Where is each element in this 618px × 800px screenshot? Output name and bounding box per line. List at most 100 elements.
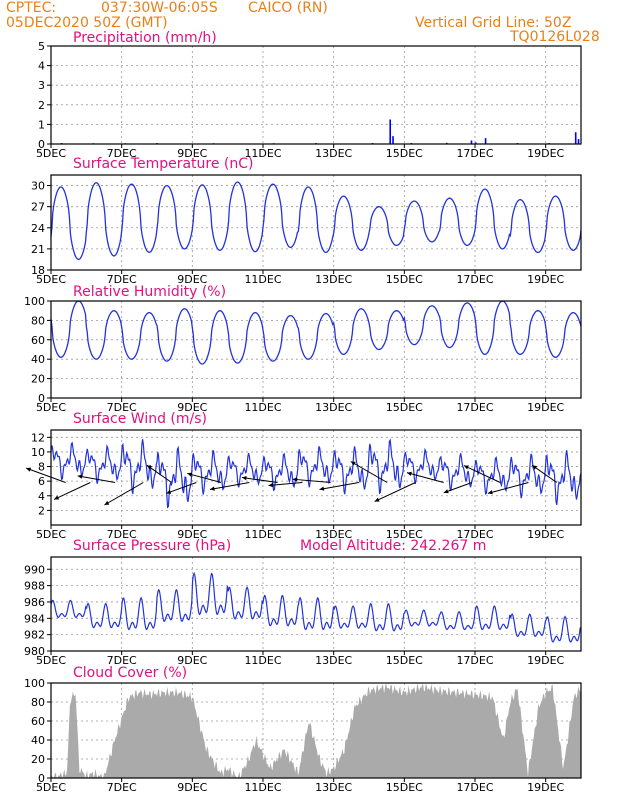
humidity-xtick-label: 17DEC xyxy=(456,401,493,414)
cloud-frame xyxy=(50,682,582,779)
wind-vector xyxy=(187,472,222,483)
wind-vector-head xyxy=(350,461,356,466)
wind-ytick-label: 6 xyxy=(38,475,45,488)
pressure-xtick-label: 13DEC xyxy=(315,654,352,667)
humidity-ytick-label: 60 xyxy=(31,334,45,347)
wind-vector-head xyxy=(487,490,493,495)
wind-vector-head xyxy=(319,486,325,491)
precipitation-ytick-label: 2 xyxy=(38,99,45,112)
wind-series-line xyxy=(50,438,582,509)
header-source: CPTEC: xyxy=(6,0,57,16)
precipitation-xtick-label: 17DEC xyxy=(456,147,493,160)
pressure-ytick-label: 982 xyxy=(24,629,45,642)
wind-vector xyxy=(25,467,66,483)
temperature-xtick-label: 5DEC xyxy=(36,273,66,286)
wind-vector xyxy=(463,465,501,483)
precipitation-bar xyxy=(392,136,394,144)
pressure-annotation: Model Altitude: 242.267 m xyxy=(300,538,486,554)
temperature-ytick-label: 27 xyxy=(31,201,45,214)
cloud-xtick-label: 5DEC xyxy=(36,781,66,794)
humidity-xtick-label: 13DEC xyxy=(315,401,352,414)
cloud-panel xyxy=(47,682,582,782)
humidity-xtick-label: 11DEC xyxy=(244,401,281,414)
pressure-xtick-label: 9DEC xyxy=(177,654,207,667)
precipitation-ytick-label: 3 xyxy=(38,79,45,92)
cloud-xtick-label: 15DEC xyxy=(386,781,423,794)
wind-vector xyxy=(209,482,250,490)
pressure-ytick-label: 986 xyxy=(24,596,45,609)
wind-vector xyxy=(146,464,172,483)
wind-xtick-label: 13DEC xyxy=(315,528,352,541)
humidity-xtick-label: 7DEC xyxy=(107,401,137,414)
pressure-ytick-label: 988 xyxy=(24,580,45,593)
temperature-series-line xyxy=(50,181,582,261)
humidity-ytick-label: 40 xyxy=(31,353,45,366)
humidity-xtick-label: 5DEC xyxy=(36,401,66,414)
cloud-ytick-label: 20 xyxy=(31,753,45,766)
pressure-xtick-label: 5DEC xyxy=(36,654,66,667)
wind-vector xyxy=(406,472,444,483)
precipitation-panel xyxy=(47,45,582,148)
precipitation-xtick-label: 5DEC xyxy=(36,147,66,160)
humidity-xtick-label: 9DEC xyxy=(177,401,207,414)
pressure-xtick-label: 7DEC xyxy=(107,654,137,667)
pressure-ytick-label: 990 xyxy=(24,563,45,576)
cloud-title: Cloud Cover (%) xyxy=(73,665,187,681)
temperature-xtick-label: 17DEC xyxy=(456,273,493,286)
pressure-xtick-label: 11DEC xyxy=(244,654,281,667)
pressure-frame xyxy=(50,556,582,652)
wind-vector xyxy=(374,482,416,502)
temperature-xtick-label: 13DEC xyxy=(315,273,352,286)
header-coords: 037:30W-06:05S xyxy=(101,0,218,16)
wind-vector-head xyxy=(77,474,83,479)
wind-ytick-label: 2 xyxy=(38,504,45,517)
wind-xtick-label: 9DEC xyxy=(177,528,207,541)
wind-title: Surface Wind (m/s) xyxy=(73,411,207,427)
cloud-xtick-label: 9DEC xyxy=(177,781,207,794)
cloud-xtick-label: 19DEC xyxy=(527,781,564,794)
pressure-panel xyxy=(47,556,582,655)
wind-vector xyxy=(268,482,303,486)
humidity-xtick-label: 15DEC xyxy=(386,401,423,414)
wind-xtick-label: 5DEC xyxy=(36,528,66,541)
precipitation-xtick-label: 7DEC xyxy=(107,147,137,160)
wind-vector xyxy=(292,478,331,483)
precipitation-bar xyxy=(577,139,580,144)
cloud-xtick-label: 13DEC xyxy=(315,781,352,794)
temperature-panel xyxy=(47,174,582,274)
header-code: TQ0126L028 xyxy=(510,29,600,45)
temperature-ytick-label: 24 xyxy=(31,222,45,235)
wind-vector-head xyxy=(463,465,469,470)
wind-vector xyxy=(77,475,116,483)
wind-vector-head xyxy=(268,482,274,488)
humidity-ytick-label: 100 xyxy=(24,295,45,308)
wind-xtick-label: 15DEC xyxy=(386,528,423,541)
cloud-xtick-label: 11DEC xyxy=(244,781,281,794)
temperature-ytick-label: 21 xyxy=(31,243,45,256)
pressure-series-line xyxy=(50,571,582,643)
precipitation-xtick-label: 9DEC xyxy=(177,147,207,160)
wind-vector xyxy=(443,482,473,494)
cloud-ytick-label: 0 xyxy=(38,772,45,785)
wind-ytick-label: 10 xyxy=(31,446,45,459)
temperature-title: Surface Temperature (nC) xyxy=(73,156,254,172)
cloud-ytick-label: 60 xyxy=(31,715,45,728)
wind-vector xyxy=(531,464,558,483)
wind-vector xyxy=(241,476,278,483)
cloud-xtick-label: 7DEC xyxy=(107,781,137,794)
wind-vector-head xyxy=(54,495,60,500)
precipitation-xtick-label: 13DEC xyxy=(315,147,352,160)
humidity-title: Relative Humidity (%) xyxy=(73,284,226,300)
wind-vector-head xyxy=(187,472,193,477)
wind-xtick-label: 17DEC xyxy=(456,528,493,541)
precipitation-ytick-label: 4 xyxy=(38,60,45,73)
wind-vector xyxy=(350,461,388,483)
pressure-title: Surface Pressure (hPa) xyxy=(73,538,231,554)
precipitation-title: Precipitation (mm/h) xyxy=(73,30,217,46)
wind-vector-head xyxy=(242,476,247,481)
precipitation-bar xyxy=(470,140,473,144)
temperature-ytick-label: 30 xyxy=(31,180,45,193)
temperature-xtick-label: 7DEC xyxy=(107,273,137,286)
wind-vector-head xyxy=(532,465,538,470)
precipitation-bar xyxy=(574,132,577,144)
